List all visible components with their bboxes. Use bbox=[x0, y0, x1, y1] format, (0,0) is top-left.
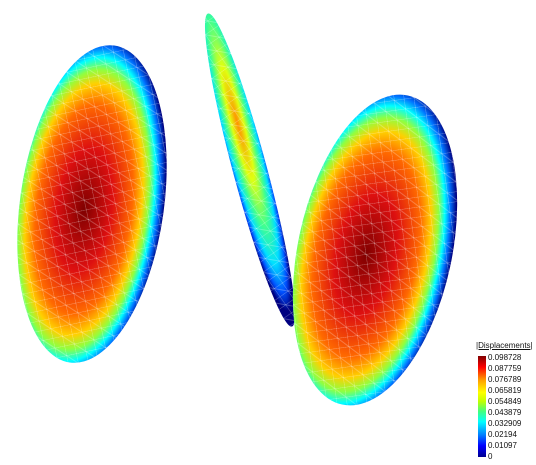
legend-value: 0.032909 bbox=[488, 419, 522, 428]
legend-value: 0.098728 bbox=[488, 353, 522, 362]
legend-value: 0.054849 bbox=[488, 397, 522, 406]
legend-value: 0.02194 bbox=[488, 430, 517, 439]
right-membrane bbox=[292, 94, 458, 406]
legend-colorbar bbox=[478, 356, 486, 457]
legend-value: 0.01097 bbox=[488, 441, 517, 450]
legend-value: 0 bbox=[488, 452, 493, 461]
legend-value: 0.076789 bbox=[488, 375, 522, 384]
legend-value: 0.043879 bbox=[488, 408, 522, 417]
legend-labels: 0.098728 0.087759 0.076789 0.065819 0.05… bbox=[488, 353, 534, 461]
legend-value: 0.065819 bbox=[488, 386, 522, 395]
middle-membrane bbox=[204, 13, 296, 327]
left-membrane bbox=[17, 45, 167, 363]
color-legend: |Displacements| 0.098728 0.087759 0.0767… bbox=[472, 341, 536, 461]
legend-value: 0.087759 bbox=[488, 364, 522, 373]
legend-title: |Displacements| bbox=[476, 341, 533, 350]
